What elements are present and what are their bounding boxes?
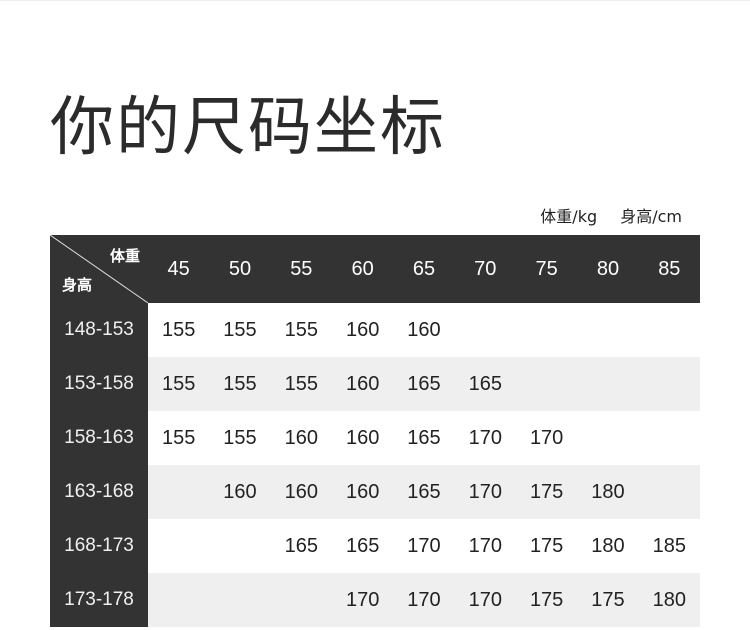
weight-header-85: 85 (638, 235, 700, 303)
size-cell (577, 411, 638, 465)
size-cell: 180 (591, 534, 625, 557)
height-range-cell: 168-173 (50, 519, 148, 573)
size-cell (639, 411, 700, 465)
size-cell: 175 (577, 573, 639, 627)
size-cell: 160 (407, 318, 441, 341)
size-cell: 160 (270, 465, 332, 519)
size-cell: 175 (529, 534, 564, 557)
size-cell: 165 (393, 465, 455, 519)
size-cell: 170 (468, 426, 502, 449)
table-row: 168-173 165 165 170 170 175 180 185 (50, 519, 700, 573)
height-range-cell: 163-168 (50, 465, 148, 519)
weight-unit-label: 体重/kg (540, 207, 598, 226)
size-cell (577, 303, 638, 357)
size-cell: 155 (209, 357, 271, 411)
size-cell (455, 303, 516, 357)
size-cell: 155 (161, 318, 196, 341)
table-row: 148-153 155 155 155 160 160 (50, 303, 700, 357)
table-header-row: 体重 身高 45 50 55 60 65 70 75 80 85 (50, 235, 700, 303)
size-chart-table: 体重 身高 45 50 55 60 65 70 75 80 85 148-153 155 155 15… (50, 235, 700, 627)
weight-header-65: 65 (393, 235, 455, 303)
weight-header-45: 45 (148, 235, 210, 303)
size-cell (148, 573, 210, 627)
size-cell (638, 465, 700, 519)
size-cell: 160 (284, 426, 318, 449)
size-cell (148, 465, 210, 519)
weight-header-50: 50 (209, 235, 271, 303)
table-row: 158-163 155 155 160 160 165 170 170 (50, 411, 700, 465)
corner-cell: 体重 身高 (50, 235, 148, 303)
height-range-cell: 158-163 (50, 411, 148, 465)
size-cell (515, 357, 578, 411)
size-cell: 170 (468, 534, 502, 557)
page-title: 你的尺码坐标 (50, 91, 446, 165)
table-row: 173-178 170 170 170 175 175 180 (50, 573, 700, 627)
weight-header-75: 75 (515, 235, 578, 303)
weight-header-80: 80 (577, 235, 639, 303)
size-cell: 175 (515, 573, 578, 627)
height-range-cell: 153-158 (50, 357, 148, 411)
size-cell: 155 (223, 426, 257, 449)
weight-header-70: 70 (454, 235, 516, 303)
size-cell (577, 357, 639, 411)
size-cell: 160 (345, 318, 380, 341)
size-cell: 170 (331, 573, 394, 627)
size-cell: 165 (284, 534, 318, 557)
height-range-cell: 148-153 (50, 303, 148, 357)
unit-legend: 体重/kg 身高/cm (522, 203, 682, 227)
size-cell: 180 (577, 465, 639, 519)
size-cell: 155 (161, 426, 196, 449)
size-cell: 165 (345, 534, 380, 557)
size-cell: 165 (393, 357, 455, 411)
table-row: 153-158 155 155 155 160 165 165 (50, 357, 700, 411)
size-cell: 175 (515, 465, 578, 519)
size-cell: 160 (331, 465, 394, 519)
weight-header-55: 55 (270, 235, 332, 303)
size-cell: 165 (407, 426, 441, 449)
size-cell: 170 (407, 534, 441, 557)
diagonal-divider (50, 235, 148, 303)
table-row: 163-168 160 160 160 165 170 175 180 (50, 465, 700, 519)
size-cell: 155 (270, 357, 332, 411)
corner-weight-label: 体重 (109, 248, 140, 265)
size-cell: 185 (652, 534, 686, 557)
size-cell: 180 (638, 573, 700, 627)
height-unit-label: 身高/cm (620, 207, 682, 226)
size-cell (638, 357, 700, 411)
size-cell: 160 (209, 465, 271, 519)
size-cell (209, 519, 270, 573)
size-cell: 170 (454, 465, 516, 519)
size-cell: 155 (223, 318, 257, 341)
size-cell: 160 (345, 426, 380, 449)
corner-height-label: 身高 (62, 277, 93, 294)
size-cell: 170 (454, 573, 516, 627)
size-cell: 155 (284, 318, 318, 341)
size-cell (516, 303, 577, 357)
size-cell (148, 519, 209, 573)
top-divider (0, 0, 750, 1)
size-cell (639, 303, 700, 357)
height-range-cell: 173-178 (50, 573, 148, 627)
size-cell (270, 573, 332, 627)
size-cell: 155 (148, 357, 210, 411)
size-cell (209, 573, 271, 627)
size-cell: 165 (454, 357, 516, 411)
size-cell: 160 (331, 357, 394, 411)
size-cell: 170 (393, 573, 455, 627)
weight-header-60: 60 (331, 235, 394, 303)
size-cell: 170 (529, 426, 564, 449)
